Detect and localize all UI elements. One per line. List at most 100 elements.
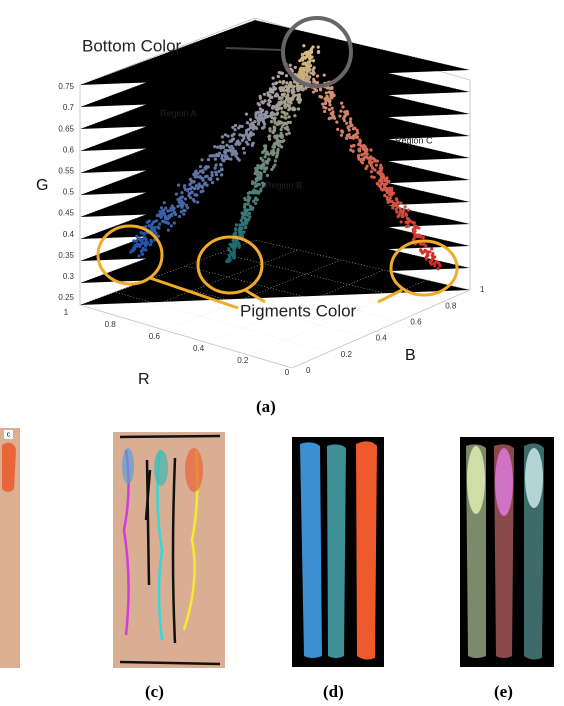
scatter-dot xyxy=(276,74,280,79)
scatter-dot xyxy=(232,256,236,260)
scatter-dot xyxy=(386,189,390,193)
grid-line xyxy=(79,239,256,306)
scatter-dot xyxy=(414,225,418,230)
scatter-dot xyxy=(238,133,242,137)
scatter-dot xyxy=(342,117,346,121)
scatter-dot xyxy=(142,231,146,236)
tick-label: 1 xyxy=(480,285,485,294)
caption: (d) xyxy=(323,682,344,701)
scatter-dot xyxy=(296,88,300,93)
scatter-dot xyxy=(244,217,248,221)
scatter-dot xyxy=(263,144,267,148)
grid-line xyxy=(184,265,399,322)
scatter-dot xyxy=(399,201,403,205)
scatter-dot xyxy=(169,224,173,228)
tick-label: 0.8 xyxy=(445,301,457,310)
scatter-dot xyxy=(371,156,375,161)
scatter-dot xyxy=(231,242,235,246)
scatter-dot xyxy=(298,100,302,104)
highlight xyxy=(495,448,513,516)
scatter-dot xyxy=(238,232,242,236)
pointer-line xyxy=(377,288,403,304)
scatter-dot xyxy=(285,127,289,131)
scatter-dot xyxy=(271,76,275,80)
scatter-dot xyxy=(308,80,312,84)
scatter-dot xyxy=(241,213,246,217)
scatter-dot xyxy=(371,166,375,170)
scatter-dot xyxy=(388,193,392,197)
boundary xyxy=(145,459,151,586)
scatter-dot xyxy=(343,110,347,114)
annotation: Bottom Color xyxy=(82,36,182,55)
scatter-dot xyxy=(192,172,196,176)
scatter-dot xyxy=(328,103,332,107)
scatter-dot xyxy=(362,156,366,160)
scatter-dot xyxy=(262,149,266,153)
scatter-dot xyxy=(373,168,377,172)
tick-label: 0.25 xyxy=(58,293,74,302)
scatter-dot xyxy=(319,95,324,99)
scatter-dot xyxy=(406,208,411,212)
scatter-dot xyxy=(314,81,319,85)
scatter-dot xyxy=(200,158,204,162)
grid-line xyxy=(149,278,364,338)
scatter-dot xyxy=(142,236,146,240)
scatter-dot xyxy=(285,85,289,89)
tick-label: 0.4 xyxy=(193,344,205,353)
scatter-dot xyxy=(189,187,193,191)
scatter-dot xyxy=(210,170,214,175)
pointer-line xyxy=(149,276,239,310)
scatter-dot xyxy=(254,201,258,206)
scatter-dot xyxy=(298,74,302,79)
scatter-dot xyxy=(385,176,389,180)
scatter-dot xyxy=(157,213,161,217)
scatter-dot xyxy=(210,154,214,158)
scatter-dot xyxy=(280,125,284,129)
scatter-dot xyxy=(357,153,361,158)
grid-line xyxy=(254,239,471,291)
scatter-dot xyxy=(194,184,198,188)
scatter-dot xyxy=(201,189,205,193)
scatter-dot xyxy=(327,108,332,112)
scatter-dot xyxy=(292,85,296,89)
boundary xyxy=(171,457,177,644)
scatter-dot xyxy=(307,68,311,72)
scatter-dot xyxy=(158,222,162,226)
scatter-dot xyxy=(174,192,178,196)
tick-label: 0.4 xyxy=(376,334,388,343)
scatter-dot xyxy=(339,133,344,137)
scatter-dot xyxy=(404,212,408,216)
grid-line xyxy=(79,19,471,86)
scatter-dot xyxy=(148,243,153,247)
scatter-dot xyxy=(346,125,350,130)
scatter-dot xyxy=(357,148,362,152)
scatter-dot xyxy=(183,197,188,201)
scatter-dot xyxy=(228,139,232,143)
scatter-dot xyxy=(377,183,381,187)
scatter-dot xyxy=(388,190,392,194)
scatter-dot xyxy=(214,163,218,167)
scatter-dot xyxy=(309,71,313,75)
scatter-dot xyxy=(243,202,248,206)
scatter-dot xyxy=(289,80,293,85)
scatter-dot xyxy=(225,259,229,264)
scatter-dot xyxy=(242,205,247,209)
scatter-dot xyxy=(345,109,349,114)
tick-label: 0.5 xyxy=(63,188,75,197)
scatter-dot xyxy=(248,190,252,195)
scatter-dot xyxy=(423,249,427,254)
scatter-dot xyxy=(283,116,287,120)
scatter-dot xyxy=(311,72,316,76)
scatter-dot xyxy=(385,179,389,183)
scatter-dot xyxy=(193,187,197,191)
scatter-dot xyxy=(270,116,274,120)
scatter-dot xyxy=(271,145,275,149)
scatter-dot xyxy=(302,44,306,48)
scatter-dot xyxy=(379,163,383,167)
axis-label: R xyxy=(138,371,150,388)
scatter-dot xyxy=(369,148,373,152)
scatter-dot xyxy=(251,132,256,136)
scatter-dot xyxy=(276,103,280,107)
boundary xyxy=(119,434,221,439)
